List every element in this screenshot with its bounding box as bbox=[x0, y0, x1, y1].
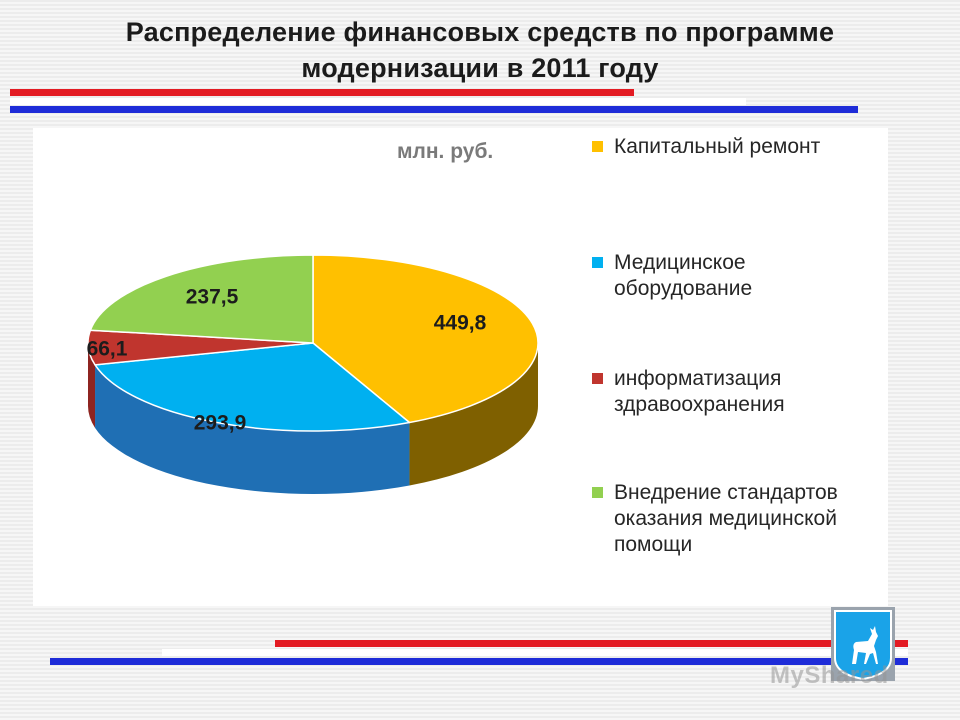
bottom-stripe-red bbox=[275, 640, 908, 647]
slide-title: Распределение финансовых средств по прог… bbox=[0, 14, 960, 86]
samara-deer-emblem-icon bbox=[831, 607, 895, 681]
legend-swatch-standards bbox=[592, 487, 603, 498]
top-stripe-white bbox=[10, 98, 746, 105]
unit-label: млн. руб. bbox=[397, 140, 494, 163]
legend-swatch-capital-repair bbox=[592, 141, 603, 152]
pie-side-0-0 bbox=[409, 343, 538, 486]
bottom-stripe-blue bbox=[50, 658, 908, 665]
pie-data-label-2: 66,1 bbox=[87, 338, 128, 361]
pie-slice-0 bbox=[312, 254, 539, 424]
pie-side-walls bbox=[88, 343, 538, 494]
pie-data-label-1: 293,9 bbox=[194, 412, 247, 435]
bottom-stripe-white bbox=[162, 649, 908, 656]
legend-label-capital-repair: Капитальный ремонт bbox=[614, 135, 821, 158]
pie-slice-1 bbox=[94, 342, 411, 432]
legend-swatch-medical-equipment bbox=[592, 257, 603, 268]
pie-data-label-0: 449,8 bbox=[434, 312, 487, 335]
pie-side-2-0 bbox=[88, 343, 96, 428]
legend-label-informatization: информатизация здравоохранения bbox=[614, 367, 785, 416]
legend-label-medical-equipment: Медицинское оборудование bbox=[614, 251, 753, 300]
top-stripe-red bbox=[10, 89, 634, 96]
legend-label-standards: Внедрение стандартов оказания медицинско… bbox=[614, 481, 838, 556]
pie-data-label-3: 237,5 bbox=[186, 286, 239, 309]
top-stripe-blue bbox=[10, 106, 858, 113]
pie-side-1-0 bbox=[95, 364, 410, 494]
watermark-text: MyShared bbox=[770, 662, 889, 689]
slide-title-line-1: Распределение финансовых средств по прог… bbox=[125, 17, 835, 47]
legend-swatch-informatization bbox=[592, 373, 603, 384]
pie-slice-3 bbox=[89, 254, 314, 344]
slide-title-line-2: модернизации в 2011 году bbox=[301, 53, 659, 83]
